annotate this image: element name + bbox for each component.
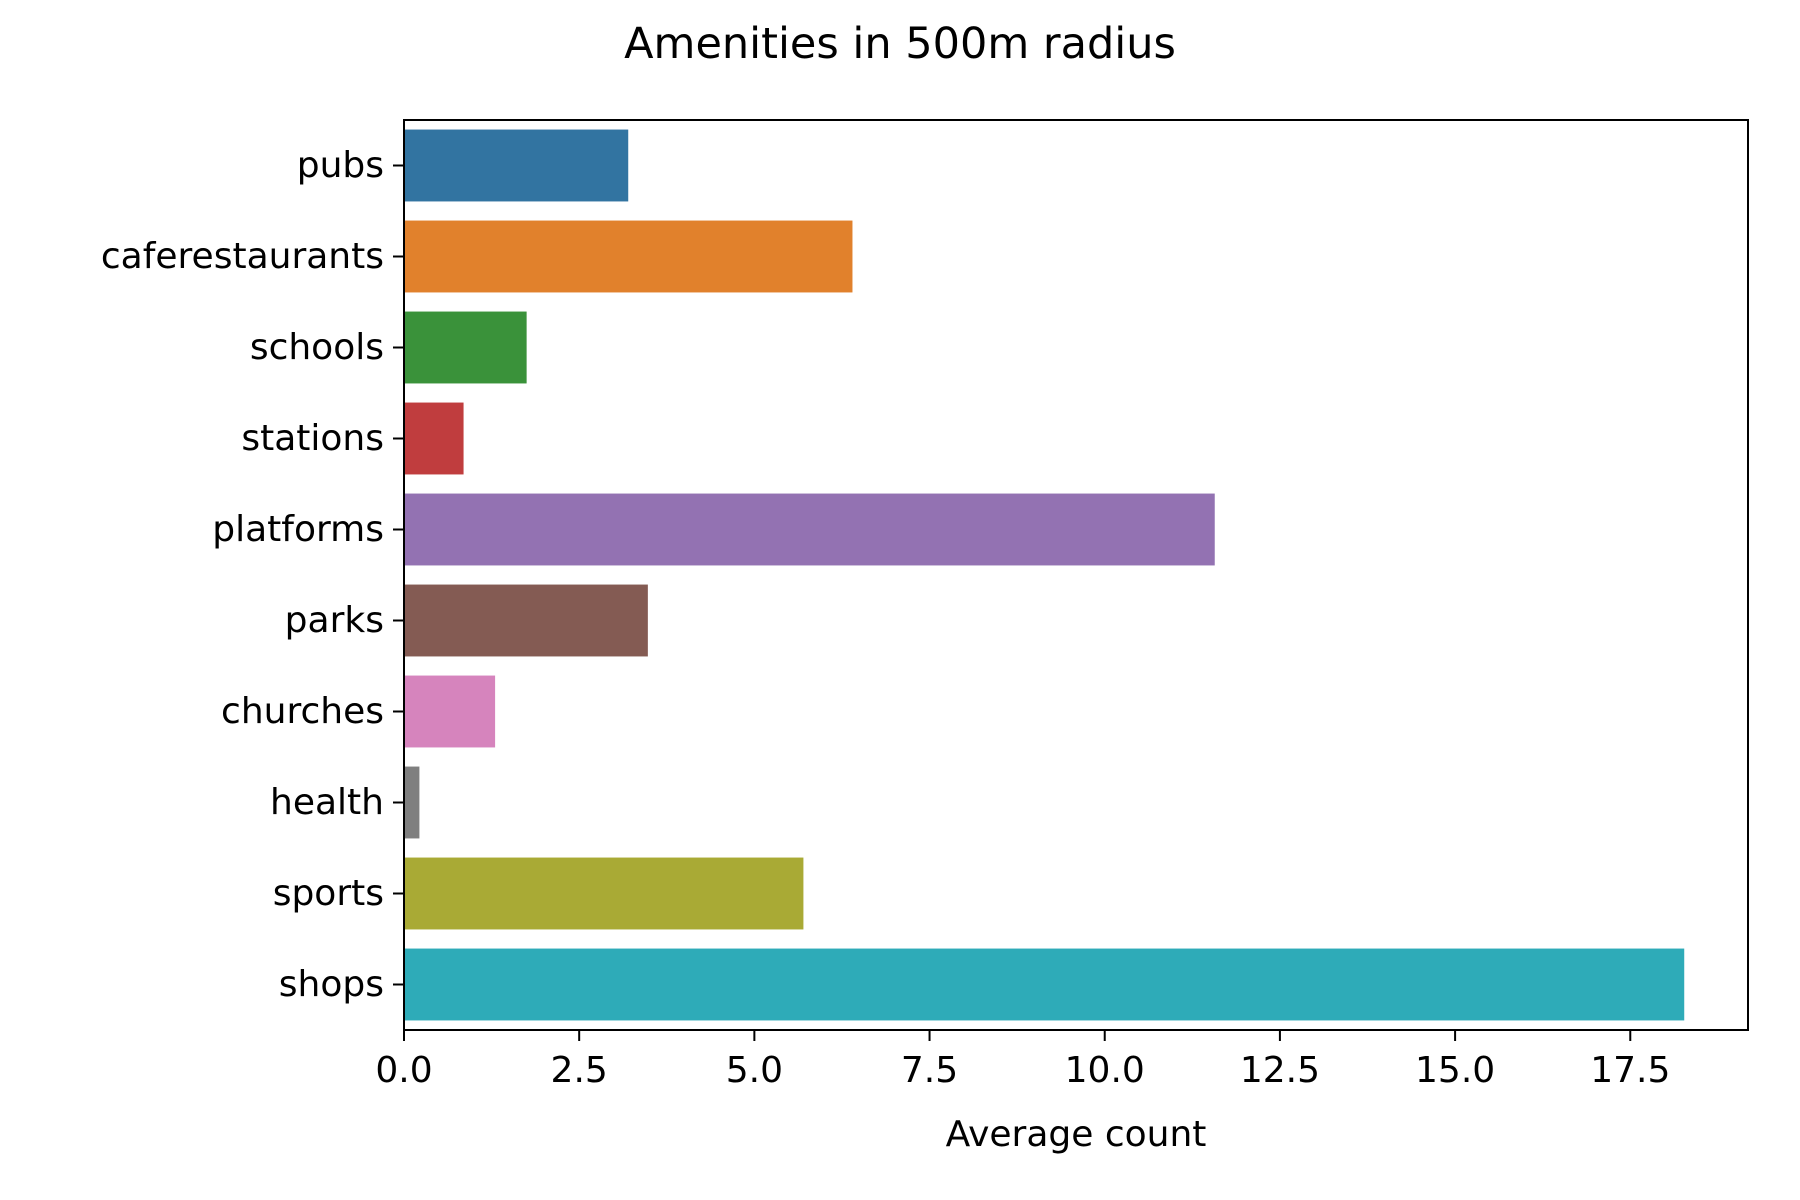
y-tick-label: sports bbox=[273, 873, 384, 914]
x-tick-label: 7.5 bbox=[901, 1050, 958, 1091]
y-tick-label: health bbox=[270, 782, 384, 823]
x-tick-label: 2.5 bbox=[551, 1050, 608, 1091]
chart-title: Amenities in 500m radius bbox=[624, 19, 1176, 69]
x-tick-label: 17.5 bbox=[1590, 1050, 1670, 1091]
x-tick-label: 12.5 bbox=[1240, 1050, 1320, 1091]
bar-platforms bbox=[404, 493, 1215, 566]
bar-parks bbox=[404, 584, 648, 657]
bar-shops bbox=[404, 948, 1685, 1021]
y-tick-label: platforms bbox=[212, 509, 384, 550]
y-tick-label: stations bbox=[241, 418, 384, 459]
y-tick-label: caferestaurants bbox=[101, 236, 384, 277]
plot-area-frame bbox=[403, 119, 1749, 1031]
bar-pubs bbox=[404, 129, 629, 202]
bar-health bbox=[404, 766, 420, 839]
bar-caferestaurants bbox=[404, 220, 853, 293]
y-tick-label: parks bbox=[285, 600, 384, 641]
x-tick-label: 5.0 bbox=[726, 1050, 783, 1091]
y-tick-label: churches bbox=[221, 691, 384, 732]
bar-schools bbox=[404, 311, 527, 384]
bars-group bbox=[404, 129, 1685, 1021]
y-tick-label: pubs bbox=[297, 145, 384, 186]
y-tick-label: schools bbox=[250, 327, 384, 368]
bar-churches bbox=[404, 675, 496, 748]
x-tick-label: 15.0 bbox=[1415, 1050, 1495, 1091]
x-axis-title: Average count bbox=[946, 1114, 1207, 1155]
y-tick-label: shops bbox=[279, 964, 384, 1005]
x-axis-ticks: 0.0 2.5 5.0 7.5 10.0 12.5 15.0 17.5 bbox=[375, 1030, 1670, 1091]
x-tick-label: 10.0 bbox=[1065, 1050, 1145, 1091]
bar-sports bbox=[404, 857, 804, 930]
x-tick-label: 0.0 bbox=[375, 1050, 432, 1091]
y-axis-ticks: pubs caferestaurants schools stations platfo… bbox=[101, 145, 404, 1005]
bar-stations bbox=[404, 402, 464, 475]
